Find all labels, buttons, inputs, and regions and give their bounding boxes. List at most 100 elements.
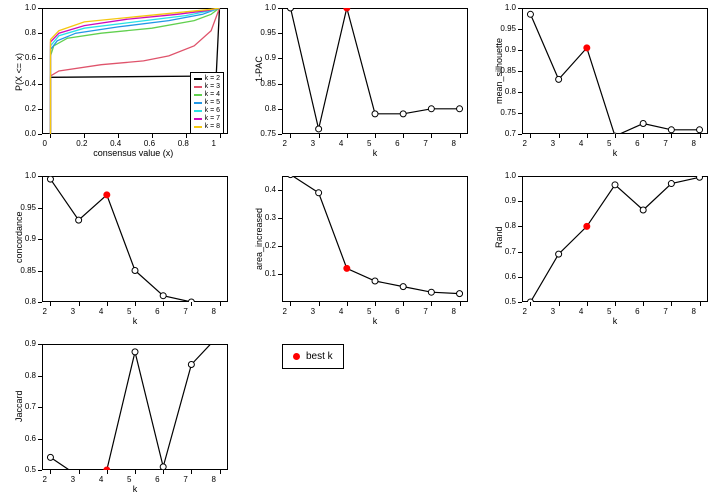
xtick-label: 6 <box>635 307 639 316</box>
ytick-label: 1.0 <box>25 3 36 12</box>
legend-item: k = 3 <box>194 83 220 91</box>
xtick-label: 5 <box>367 139 371 148</box>
concordance-ylabel: concordance <box>14 212 24 264</box>
xtick-label: 3 <box>311 307 315 316</box>
xtick-label: 8 <box>452 139 456 148</box>
xtick-label: 7 <box>663 139 667 148</box>
xtick-label: 6 <box>155 307 159 316</box>
legend-item: k = 7 <box>194 115 220 123</box>
xtick-label: 4 <box>99 475 103 484</box>
jaccard-cell: 0.50.60.70.80.92345678Jaccardk <box>0 336 240 504</box>
ecdf-ylabel: P(X <= x) <box>14 53 24 91</box>
xtick-label: 6 <box>155 475 159 484</box>
xtick-label: 5 <box>607 139 611 148</box>
xtick-label: 5 <box>127 475 131 484</box>
ytick-label: 0.2 <box>265 241 276 250</box>
ytick-label: 0.95 <box>260 28 276 37</box>
jaccard-xlabel: k <box>133 484 138 494</box>
xtick-label: 3 <box>71 307 75 316</box>
xtick-label: 3 <box>71 475 75 484</box>
jaccard-ylabel: Jaccard <box>14 391 24 423</box>
ytick-label: 1.0 <box>505 171 516 180</box>
legend-item: k = 5 <box>194 99 220 107</box>
bestk-legend-cell: best k <box>240 336 480 504</box>
xtick-label: 0 <box>42 139 46 148</box>
xtick-label: 0.6 <box>144 139 155 148</box>
ytick-label: 0.8 <box>25 371 36 380</box>
ytick-label: 0.8 <box>25 28 36 37</box>
ytick-label: 0.75 <box>260 129 276 138</box>
xtick-label: 5 <box>607 307 611 316</box>
mean_silhouette-cell: 0.70.750.80.850.90.951.02345678mean_silh… <box>480 0 720 168</box>
ytick-label: 1.0 <box>265 3 276 12</box>
xtick-label: 0.4 <box>110 139 121 148</box>
ytick-label: 0.4 <box>265 185 276 194</box>
ytick-label: 0.85 <box>20 266 36 275</box>
concordance-cell: 0.80.850.90.951.02345678concordancek <box>0 168 240 336</box>
bestk-label: best k <box>306 351 333 362</box>
mean_silhouette-ylabel: mean_silhouette <box>494 38 504 104</box>
ecdf-cell: 0.00.20.40.60.81.000.20.40.60.81P(X <= x… <box>0 0 240 168</box>
one_minus_pac-cell: 0.750.80.850.90.951.023456781-PACk <box>240 0 480 168</box>
ytick-label: 0.7 <box>25 402 36 411</box>
rand-cell: 0.50.60.70.80.91.02345678Randk <box>480 168 720 336</box>
ytick-label: 0.5 <box>25 465 36 474</box>
bestk-dot-icon <box>293 353 300 360</box>
area_increased-xlabel: k <box>373 316 378 326</box>
mean_silhouette-svg <box>522 8 708 134</box>
ytick-label: 0.7 <box>505 247 516 256</box>
xtick-label: 4 <box>579 139 583 148</box>
xtick-label: 8 <box>692 307 696 316</box>
ytick-label: 0.6 <box>25 53 36 62</box>
xtick-label: 3 <box>551 307 555 316</box>
xtick-label: 8 <box>692 139 696 148</box>
xtick-label: 5 <box>127 307 131 316</box>
ecdf-legend: k = 2k = 3k = 4k = 5k = 6k = 7k = 8 <box>190 72 224 134</box>
ytick-label: 0.6 <box>505 272 516 281</box>
ytick-label: 1.0 <box>505 3 516 12</box>
xtick-label: 7 <box>423 307 427 316</box>
xtick-label: 4 <box>339 307 343 316</box>
xtick-label: 0.8 <box>178 139 189 148</box>
xtick-label: 4 <box>579 307 583 316</box>
xtick-label: 2 <box>42 475 46 484</box>
xtick-label: 1 <box>212 139 216 148</box>
xtick-label: 3 <box>551 139 555 148</box>
ecdf-xlabel: consensus value (x) <box>93 148 173 158</box>
area_increased-svg <box>282 176 468 302</box>
ytick-label: 0.9 <box>505 45 516 54</box>
xtick-label: 6 <box>395 307 399 316</box>
xtick-label: 3 <box>311 139 315 148</box>
ytick-label: 0.1 <box>265 269 276 278</box>
ytick-label: 0.6 <box>25 434 36 443</box>
ytick-label: 0.9 <box>505 196 516 205</box>
rand-xlabel: k <box>613 316 618 326</box>
xtick-label: 8 <box>212 307 216 316</box>
ytick-label: 0.3 <box>265 213 276 222</box>
area_increased-ylabel: area_increased <box>254 208 264 270</box>
ytick-label: 0.9 <box>25 234 36 243</box>
ytick-label: 0.8 <box>505 221 516 230</box>
one_minus_pac-xlabel: k <box>373 148 378 158</box>
rand-ylabel: Rand <box>494 226 504 248</box>
ytick-label: 0.7 <box>505 129 516 138</box>
ytick-label: 1.0 <box>25 171 36 180</box>
ytick-label: 0.8 <box>505 87 516 96</box>
ytick-label: 0.8 <box>25 297 36 306</box>
bestk-legend: best k <box>282 344 344 369</box>
rand-svg <box>522 176 708 302</box>
ytick-label: 0.0 <box>25 129 36 138</box>
one_minus_pac-ylabel: 1-PAC <box>254 56 264 82</box>
ytick-label: 0.2 <box>25 104 36 113</box>
mean_silhouette-xlabel: k <box>613 148 618 158</box>
xtick-label: 6 <box>635 139 639 148</box>
xtick-label: 2 <box>522 307 526 316</box>
xtick-label: 4 <box>99 307 103 316</box>
one_minus_pac-svg <box>282 8 468 134</box>
concordance-svg <box>42 176 228 302</box>
xtick-label: 5 <box>367 307 371 316</box>
xtick-label: 7 <box>183 475 187 484</box>
legend-item: k = 2 <box>194 75 220 83</box>
xtick-label: 2 <box>522 139 526 148</box>
xtick-label: 6 <box>395 139 399 148</box>
